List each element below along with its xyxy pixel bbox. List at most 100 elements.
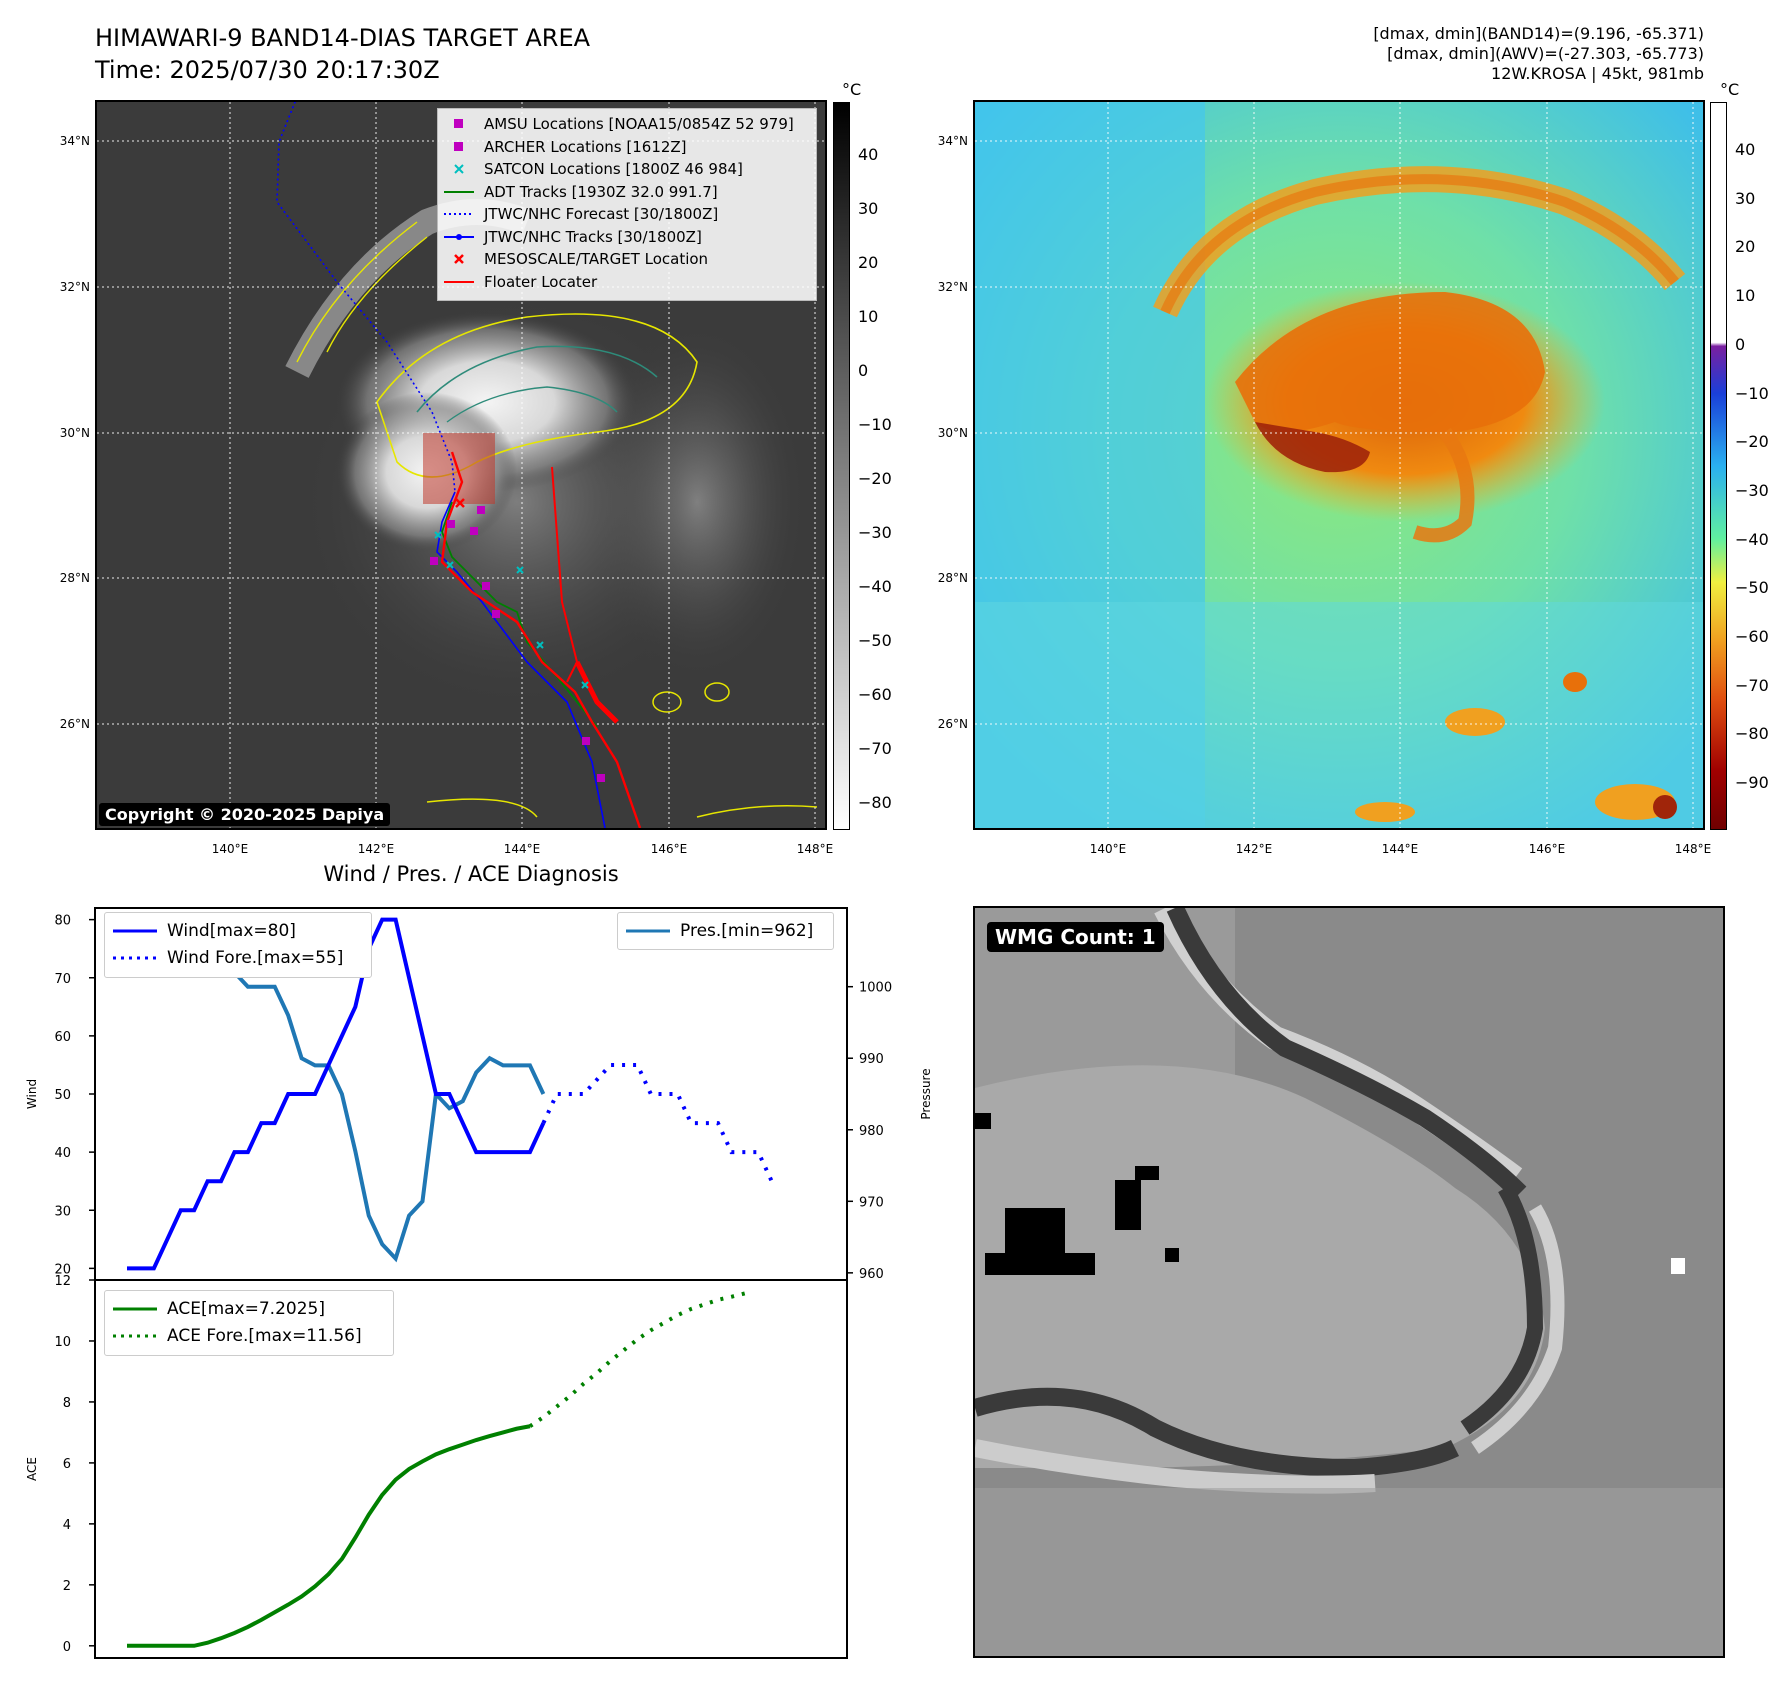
colorbar-tick-label: −10: [1735, 383, 1769, 403]
ace-legend: ACE[max=7.2025] ACE Fore.[max=11.56]: [104, 1290, 394, 1356]
legend-item-floater: Floater Locater: [444, 271, 810, 294]
lon-tick-label: 142°E: [1235, 842, 1273, 856]
line-dot-icon: [444, 233, 474, 240]
ir-colorbar: [833, 102, 850, 830]
wmg-panel: WMG Count: 1: [973, 906, 1725, 1658]
colorbar-tick-label: −70: [858, 739, 892, 758]
wind-tick-label: 70: [54, 972, 71, 987]
pressure-axis-label: Pressure: [919, 1068, 933, 1119]
ace-tick-label: 4: [63, 1518, 71, 1533]
dotted-line-icon: [113, 1334, 157, 1337]
legend-item-archer: ARCHER Locations [1612Z]: [444, 136, 810, 159]
wmg-count-badge: WMG Count: 1: [987, 922, 1164, 952]
wind-tick-label: 80: [54, 914, 71, 929]
ir-colorbar-unit: °C: [842, 80, 862, 99]
ace-axis-label: ACE: [25, 1457, 39, 1481]
legend-item-pressure: Pres.[min=962]: [626, 917, 825, 944]
wind-tick-label: 20: [54, 1262, 71, 1277]
colorbar-tick-label: 30: [858, 199, 879, 218]
colorbar-tick-label: −80: [858, 793, 892, 812]
colorbar-tick-label: 20: [858, 253, 879, 272]
square-marker-icon: [454, 119, 463, 129]
colorbar-tick-label: 20: [1735, 237, 1756, 257]
awv-map-image: [975, 102, 1703, 828]
lon-tick-label: 148°E: [796, 842, 834, 856]
line-icon: [444, 190, 474, 193]
colorbar-tick-label: 40: [858, 145, 879, 164]
lat-tick-label: 28°N: [937, 571, 968, 585]
diagnosis-chart: 20304050607080Wind9609709809901000Pressu…: [25, 907, 933, 1659]
colorbar-tick-label: 10: [1735, 286, 1756, 306]
ace-tick-label: 8: [63, 1396, 71, 1411]
pressure-tick-label: 1000: [859, 981, 892, 996]
colorbar-tick-label: 0: [858, 361, 869, 380]
awv-colorbar-unit: °C: [1720, 80, 1740, 99]
colorbar-tick-label: 40: [1735, 140, 1756, 159]
colorbar-tick-label: −10: [858, 415, 892, 434]
band14-range-text: [dmax, dmin](BAND14)=(9.196, -65.371): [1373, 24, 1704, 43]
legend-item-satcon: SATCON Locations [1800Z 46 984]: [444, 158, 810, 181]
colorbar-tick-label: −40: [1735, 529, 1769, 549]
wind-axis-label: Wind: [25, 1079, 39, 1109]
lat-tick-label: 32°N: [937, 280, 968, 294]
copyright-badge: Copyright © 2020-2025 Dapiya: [99, 803, 391, 826]
wind-tick-label: 50: [54, 1088, 71, 1103]
colorbar-tick-label: −90: [1735, 773, 1769, 793]
lon-tick-label: 144°E: [1381, 842, 1419, 856]
lon-tick-label: 148°E: [1674, 842, 1712, 856]
legend-item-mesoscale: MESOSCALE/TARGET Location: [444, 248, 810, 271]
colorbar-tick-label: −50: [858, 631, 892, 650]
square-marker-icon: [454, 141, 463, 151]
legend-item-jtwc-forecast: JTWC/NHC Forecast [30/1800Z]: [444, 203, 810, 226]
ir-map-panel: AMSU Locations [NOAA15/0854Z 52 979] ARC…: [95, 100, 827, 830]
colorbar-tick-label: −30: [858, 523, 892, 542]
awv-range-text: [dmax, dmin](AWV)=(-27.303, -65.773): [1387, 44, 1704, 63]
x-marker-icon: [454, 254, 464, 265]
storm-info-text: 12W.KROSA | 45kt, 981mb: [1491, 64, 1704, 83]
colorbar-tick-label: −30: [1735, 480, 1769, 500]
legend-item-adt: ADT Tracks [1930Z 32.0 991.7]: [444, 181, 810, 204]
wind-legend: Wind[max=80] Wind Fore.[max=55]: [104, 912, 372, 978]
lon-tick-label: 142°E: [357, 842, 395, 856]
colorbar-tick-label: −20: [1735, 432, 1769, 452]
lat-tick-label: 30°N: [59, 426, 90, 440]
lat-tick-label: 32°N: [59, 280, 90, 294]
colorbar-tick-label: 10: [858, 307, 879, 326]
colorbar-tick-label: −70: [1735, 675, 1769, 695]
colorbar-tick-label: −20: [858, 469, 892, 488]
wmg-image: [975, 908, 1723, 1656]
lon-tick-label: 140°E: [211, 842, 249, 856]
diagnosis-title: Wind / Pres. / ACE Diagnosis: [323, 862, 619, 886]
dotted-line-icon: [113, 956, 157, 959]
legend-item-jtwc-tracks: JTWC/NHC Tracks [30/1800Z]: [444, 226, 810, 249]
legend-item-amsu: AMSU Locations [NOAA15/0854Z 52 979]: [444, 113, 810, 136]
colorbar-tick-label: −40: [858, 577, 892, 596]
pressure-legend: Pres.[min=962]: [617, 912, 834, 950]
pressure-tick-label: 970: [859, 1195, 884, 1210]
line-icon: [113, 1307, 157, 1310]
legend-item-wind: Wind[max=80]: [113, 917, 363, 944]
ace-tick-label: 10: [54, 1335, 71, 1350]
pressure-tick-label: 990: [859, 1052, 884, 1067]
ir-map-legend: AMSU Locations [NOAA15/0854Z 52 979] ARC…: [437, 108, 817, 301]
ace-plot-frame: [94, 1279, 848, 1659]
ace-tick-label: 12: [54, 1274, 71, 1289]
ace-forecast-series-line: [528, 1291, 746, 1428]
colorbar-tick-label: −60: [858, 685, 892, 704]
lat-tick-label: 26°N: [937, 717, 968, 731]
lon-tick-label: 146°E: [650, 842, 688, 856]
wind-tick-label: 60: [54, 1030, 71, 1045]
lat-tick-label: 28°N: [59, 571, 90, 585]
lon-tick-label: 144°E: [503, 842, 541, 856]
x-marker-icon: [454, 164, 464, 174]
dotted-line-icon: [444, 213, 474, 216]
line-icon: [444, 280, 474, 283]
wind-series-line: [127, 917, 546, 1271]
figure-time: Time: 2025/07/30 20:17:30Z: [95, 56, 440, 84]
lon-tick-label: 140°E: [1089, 842, 1127, 856]
colorbar-tick-label: −50: [1735, 578, 1769, 598]
lat-tick-label: 26°N: [59, 717, 90, 731]
wind-tick-label: 40: [54, 1146, 71, 1161]
ace-tick-label: 6: [63, 1457, 71, 1472]
figure-title: HIMAWARI-9 BAND14-DIAS TARGET AREA: [95, 24, 591, 52]
